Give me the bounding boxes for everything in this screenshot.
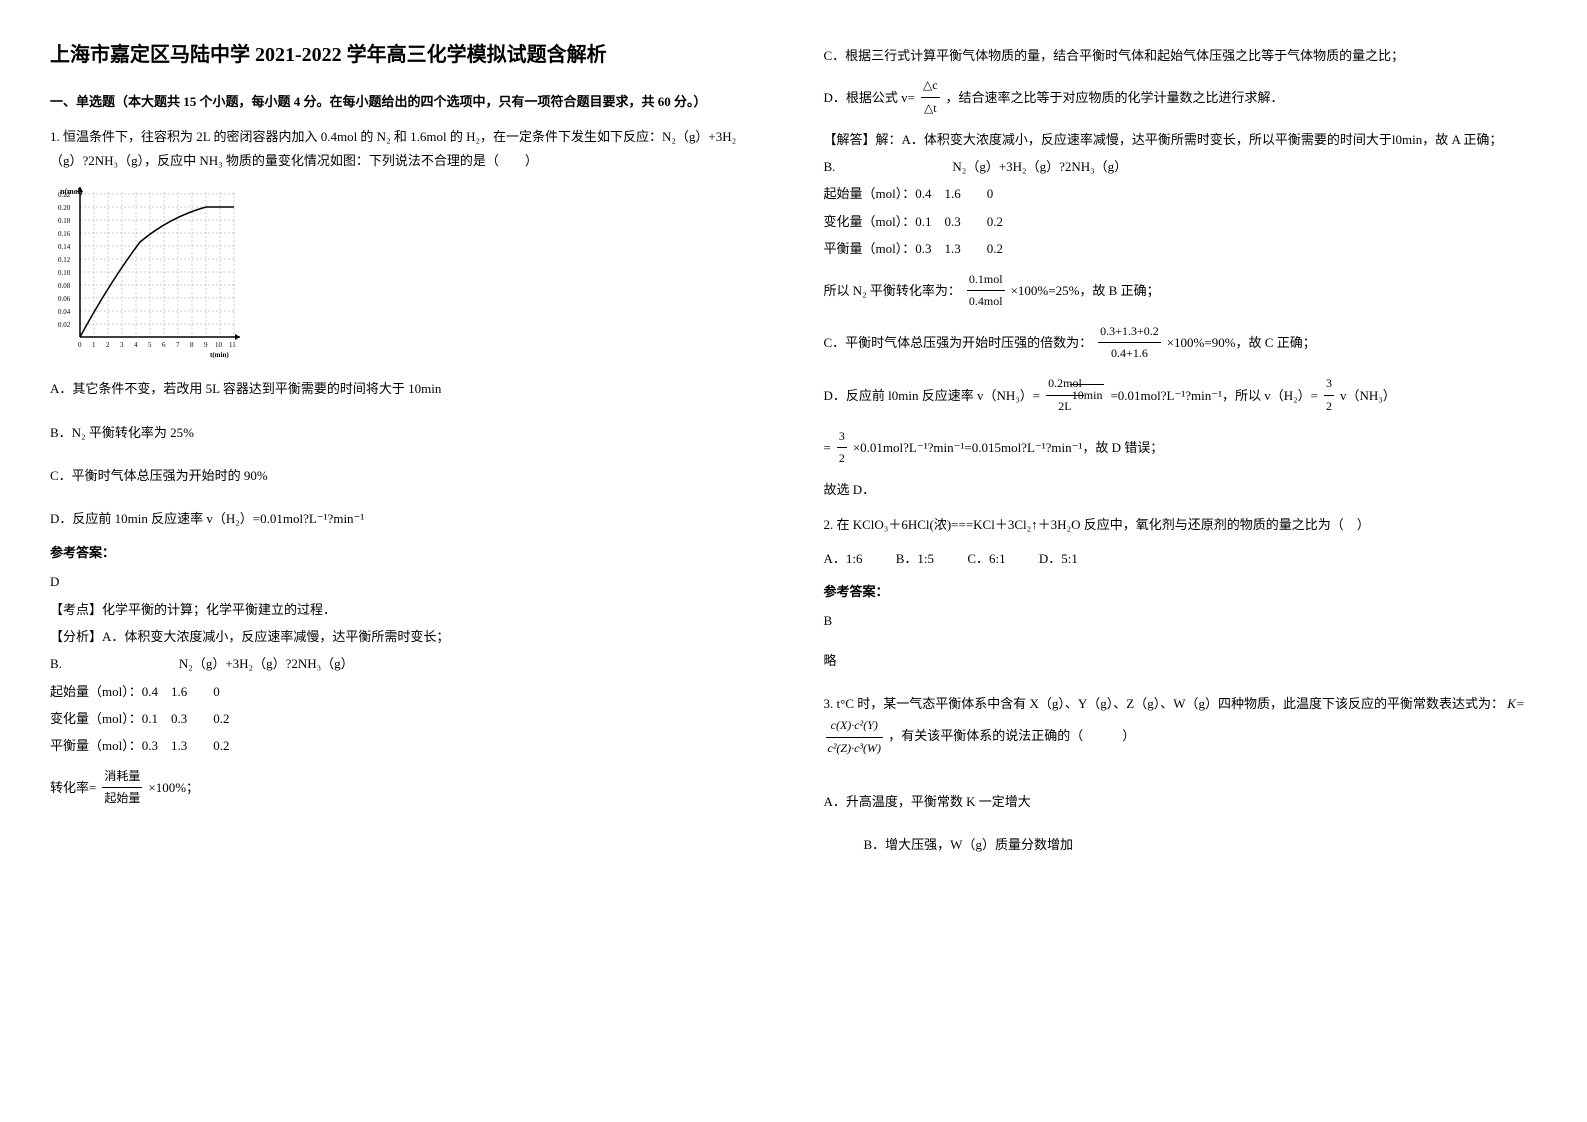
solve-a: 【解答】解：A．体积变大浓度减小，反应速率减慢，达平衡所需时变长，所以平衡需要的… xyxy=(824,128,1538,151)
convert-label: 转化率= xyxy=(50,776,96,799)
d3-den: 2 xyxy=(837,448,847,470)
svg-text:2: 2 xyxy=(106,341,110,349)
q3-prefix: 3. t°C 时，某一气态平衡体系中含有 X（g）、Y（g）、Z（g）、W（g）… xyxy=(824,696,1504,711)
svg-text:0.14: 0.14 xyxy=(58,243,71,251)
n2-num: 0.1mol xyxy=(967,269,1005,292)
conclusion: 故选 D． xyxy=(824,478,1538,501)
c2-num: 0.3+1.3+0.2 xyxy=(1098,321,1161,344)
solve-b-row2: 变化量（mol）：0.1 0.3 0.2 xyxy=(824,210,1538,233)
c2-den: 0.4+1.6 xyxy=(1098,343,1161,365)
svg-text:0: 0 xyxy=(78,341,82,349)
q3-stem: 3. t°C 时，某一气态平衡体系中含有 X（g）、Y（g）、Z（g）、W（g）… xyxy=(824,692,1538,760)
n2-den: 0.4mol xyxy=(967,291,1005,313)
q3-k-num: c(X)·c²(Y) xyxy=(826,715,884,738)
convert-suffix: ×100%； xyxy=(148,776,199,799)
analysis-d: D．根据公式 v= △c △t ，结合速率之比等于对应物质的化学计量数之比进行求… xyxy=(824,75,1538,119)
d2-rate: D．反应前 l0min 反应速率 v（NH₃）= 0.2mol 2L 10min… xyxy=(824,373,1538,418)
q1-row1: 起始量（mol）：0.4 1.6 0 xyxy=(50,680,764,703)
q3-suffix: ，有关该平衡体系的说法正确的（ ） xyxy=(888,729,1135,744)
svg-text:4: 4 xyxy=(134,341,138,349)
q3-option-a: A．升高温度，平衡常数 K 一定增大 xyxy=(824,790,1538,813)
svg-text:0.06: 0.06 xyxy=(58,295,71,303)
d-suffix: ，结合速率之比等于对应物质的化学计量数之比进行求解． xyxy=(946,86,1284,109)
svg-text:0.12: 0.12 xyxy=(58,256,71,264)
d-den: △t xyxy=(921,98,940,120)
n2-suffix: ×100%=25%，故 B 正确； xyxy=(1011,279,1160,302)
d2-frac-den: 2 xyxy=(1324,396,1334,418)
q1-option-c: C．平衡时气体总压强为开始时的 90% xyxy=(50,464,764,487)
convert-den: 起始量 xyxy=(102,788,142,810)
section-1-title: 一、单选题（本大题共 15 个小题，每小题 4 分。在每小题给出的四个选项中，只… xyxy=(50,90,764,113)
q2-options: A．1:6 B．1:5 C．6:1 D．5:1 xyxy=(824,547,1538,570)
svg-text:0.16: 0.16 xyxy=(58,230,71,238)
q1-answer: D xyxy=(50,570,764,593)
d2-mid2: v（NH₃） xyxy=(1340,384,1396,407)
q2-b: B．1:5 xyxy=(896,551,934,566)
svg-text:7: 7 xyxy=(176,341,180,349)
svg-text:0.22: 0.22 xyxy=(58,191,71,199)
d3-num: 3 xyxy=(837,426,847,449)
q1-option-b: B．N₂ 平衡转化率为 25% xyxy=(50,421,764,444)
d2-mid: =0.01mol?L⁻¹?min⁻¹，所以 v（H₂）= xyxy=(1110,384,1318,407)
q1-chart: n(mol) 0.22 0.20 0.18 0.16 0.14 0.12 0.1… xyxy=(50,182,250,362)
svg-text:0.20: 0.20 xyxy=(58,204,71,212)
right-column: C．根据三行式计算平衡气体物质的量，结合平衡时气体和起始气体压强之比等于气体物质… xyxy=(824,40,1538,862)
q1-stem: 1. 恒温条件下，往容积为 2L 的密闭容器内加入 0.4mol 的 N₂ 和 … xyxy=(50,125,764,172)
svg-text:t(min): t(min) xyxy=(210,351,229,359)
d-prefix: D．根据公式 v= xyxy=(824,86,915,109)
d-num: △c xyxy=(921,75,940,98)
convert-num: 消耗量 xyxy=(102,766,142,789)
c2-suffix: ×100%=90%，故 C 正确； xyxy=(1167,331,1316,354)
c2-prefix: C．平衡时气体总压强为开始时压强的倍数为： xyxy=(824,331,1093,354)
q2-stem: 2. 在 KClO₃＋6HCl(浓)===KCl＋3Cl₂↑＋3H₂O 反应中，… xyxy=(824,513,1538,536)
d3-suffix: ×0.01mol?L⁻¹?min⁻¹=0.015mol?L⁻¹?min⁻¹，故 … xyxy=(853,436,1163,459)
svg-text:5: 5 xyxy=(148,341,152,349)
q1-row3: 平衡量（mol）：0.3 1.3 0.2 xyxy=(50,734,764,757)
d2-frac-num: 3 xyxy=(1324,373,1334,396)
solve-b-row1: 起始量（mol）：0.4 1.6 0 xyxy=(824,182,1538,205)
svg-text:8: 8 xyxy=(190,341,194,349)
svg-text:0.18: 0.18 xyxy=(58,217,71,225)
svg-text:9: 9 xyxy=(204,341,208,349)
svg-text:0.08: 0.08 xyxy=(58,282,71,290)
d3-rate: = 3 2 ×0.01mol?L⁻¹?min⁻¹=0.015mol?L⁻¹?mi… xyxy=(824,426,1538,470)
svg-text:6: 6 xyxy=(162,341,166,349)
analysis-c: C．根据三行式计算平衡气体物质的量，结合平衡时气体和起始气体压强之比等于气体物质… xyxy=(824,44,1538,67)
c2-pressure: C．平衡时气体总压强为开始时压强的倍数为： 0.3+1.3+0.2 0.4+1.… xyxy=(824,321,1538,365)
q1-option-d: D．反应前 10min 反应速率 v（H₂）=0.01mol?L⁻¹?min⁻¹ xyxy=(50,507,764,530)
document-title: 上海市嘉定区马陆中学 2021-2022 学年高三化学模拟试题含解析 xyxy=(50,40,764,70)
q1-option-a: A．其它条件不变，若改用 5L 容器达到平衡需要的时间将大于 10min xyxy=(50,377,764,400)
q1-analysis-b: B. N₂（g）+3H₂（g）?2NH₃（g） xyxy=(50,652,764,675)
svg-text:3: 3 xyxy=(120,341,124,349)
svg-text:10: 10 xyxy=(215,341,223,349)
n2-prefix: 所以 N₂ 平衡转化率为： xyxy=(824,279,961,302)
d2-prefix: D．反应前 l0min 反应速率 v（NH₃）= xyxy=(824,384,1041,407)
d2-den-bot: 10min xyxy=(1070,384,1105,407)
q1-conversion-formula: 转化率= 消耗量 起始量 ×100%； xyxy=(50,766,764,810)
solve-b-header: B. N₂（g）+3H₂（g）?2NH₃（g） xyxy=(824,155,1538,178)
q2-d: D．5:1 xyxy=(1039,551,1078,566)
q1-answer-label: 参考答案： xyxy=(50,541,764,564)
q2-answer: B xyxy=(824,609,1538,632)
q3-option-b: B．增大压强，W（g）质量分数增加 xyxy=(864,833,1538,856)
solve-b-row3: 平衡量（mol）：0.3 1.3 0.2 xyxy=(824,237,1538,260)
svg-text:11: 11 xyxy=(229,341,236,349)
n2-conversion: 所以 N₂ 平衡转化率为： 0.1mol 0.4mol ×100%=25%，故 … xyxy=(824,269,1538,313)
svg-text:1: 1 xyxy=(92,341,96,349)
q1-analysis-label: 【考点】化学平衡的计算；化学平衡建立的过程． xyxy=(50,598,764,621)
q1-analysis-1: 【分析】A．体积变大浓度减小，反应速率减慢，达平衡所需时变长； xyxy=(50,625,764,648)
q2-c: C．6:1 xyxy=(967,551,1005,566)
d3-prefix: = xyxy=(824,436,831,459)
q3-k-den: c²(Z)·c³(W) xyxy=(826,738,884,760)
q1-row2: 变化量（mol）：0.1 0.3 0.2 xyxy=(50,707,764,730)
svg-text:0.04: 0.04 xyxy=(58,308,71,316)
left-column: 上海市嘉定区马陆中学 2021-2022 学年高三化学模拟试题含解析 一、单选题… xyxy=(50,40,764,862)
q2-a: A．1:6 xyxy=(824,551,863,566)
svg-text:0.10: 0.10 xyxy=(58,269,71,277)
q2-explain: 略 xyxy=(824,649,1538,672)
q2-answer-label: 参考答案： xyxy=(824,580,1538,603)
svg-text:0.02: 0.02 xyxy=(58,321,71,329)
